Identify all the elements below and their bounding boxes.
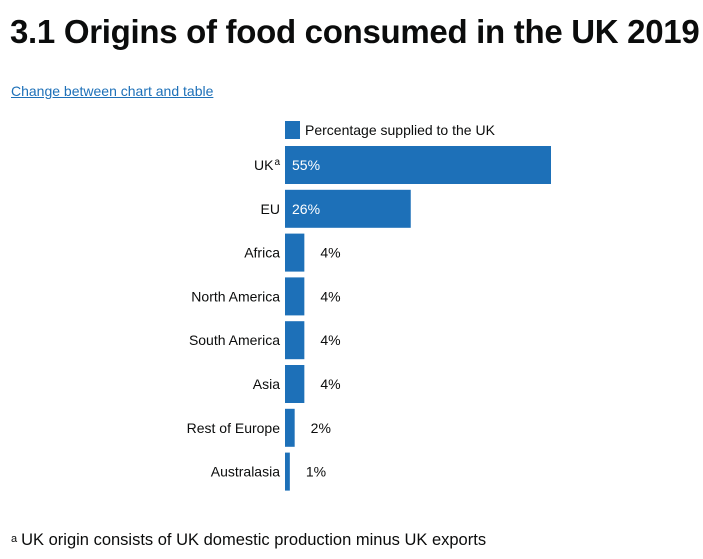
bar	[285, 146, 551, 184]
bar	[285, 408, 295, 447]
category-label: Africa	[244, 245, 280, 261]
category-label: Asia	[253, 376, 280, 392]
bar-chart: Percentage supplied to the UK UKa 55% EU 26…	[187, 121, 551, 491]
category-label: EU	[261, 201, 280, 217]
category-label: Rest of Europe	[187, 420, 281, 436]
data-label: 1%	[306, 464, 326, 480]
data-label: 55%	[292, 157, 320, 173]
footnote-marker: a	[11, 533, 18, 545]
bar	[285, 189, 411, 228]
data-label: 4%	[320, 376, 340, 392]
chart-table-toggle-link[interactable]: Change between chart and table	[11, 83, 214, 99]
data-label: 4%	[320, 245, 340, 261]
bar	[285, 321, 305, 360]
chart-bars: UKa 55% EU 26% Africa 4% North America 4% South …	[187, 146, 551, 491]
category-label: Australasia	[211, 464, 280, 480]
category-label: UKa	[254, 157, 280, 173]
data-label: 4%	[320, 332, 340, 348]
bar	[285, 233, 305, 272]
page-title: 3.1 Origins of food consumed in the UK 2…	[10, 13, 700, 50]
data-label: 26%	[292, 201, 320, 217]
bar	[285, 277, 305, 316]
bar	[285, 452, 290, 491]
legend-label: Percentage supplied to the UK	[305, 122, 496, 138]
footnote: a UK origin consists of UK domestic produ…	[11, 528, 486, 552]
category-label: South America	[189, 332, 280, 348]
data-label: 2%	[311, 420, 331, 436]
legend-swatch	[285, 121, 300, 139]
category-label: North America	[191, 288, 280, 304]
footnote-text: UK origin consists of UK domestic produc…	[21, 531, 487, 549]
chart-legend: Percentage supplied to the UK	[285, 121, 496, 139]
data-label: 4%	[320, 288, 340, 304]
bar	[285, 365, 305, 403]
